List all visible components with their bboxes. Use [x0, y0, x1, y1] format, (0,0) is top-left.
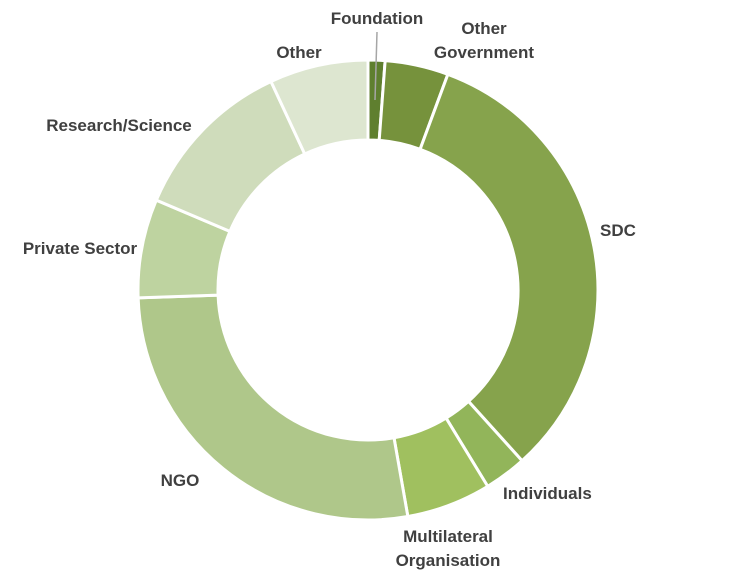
label-foundation: Foundation: [331, 9, 424, 28]
label-other: Other: [276, 43, 322, 62]
label-other-government: Other Government: [434, 19, 534, 62]
label-individuals: Individuals: [503, 484, 592, 503]
slice-ngo: [136, 293, 410, 522]
label-research-science: Research/Science: [46, 116, 192, 135]
label-private-sector: Private Sector: [23, 239, 138, 258]
slice-other: [268, 58, 370, 156]
label-ngo: NGO: [161, 471, 200, 490]
leader-lines: [374, 31, 378, 101]
slices-layer: [136, 58, 600, 522]
leader-line-foundation: [374, 31, 378, 101]
label-sdc: SDC: [600, 221, 636, 240]
slice-labels: Foundation Other Government SDC Individuals M…: [23, 9, 636, 570]
label-multilateral-organisation: Multilateral Organisation: [396, 527, 501, 570]
slice-sdc: [418, 72, 600, 463]
